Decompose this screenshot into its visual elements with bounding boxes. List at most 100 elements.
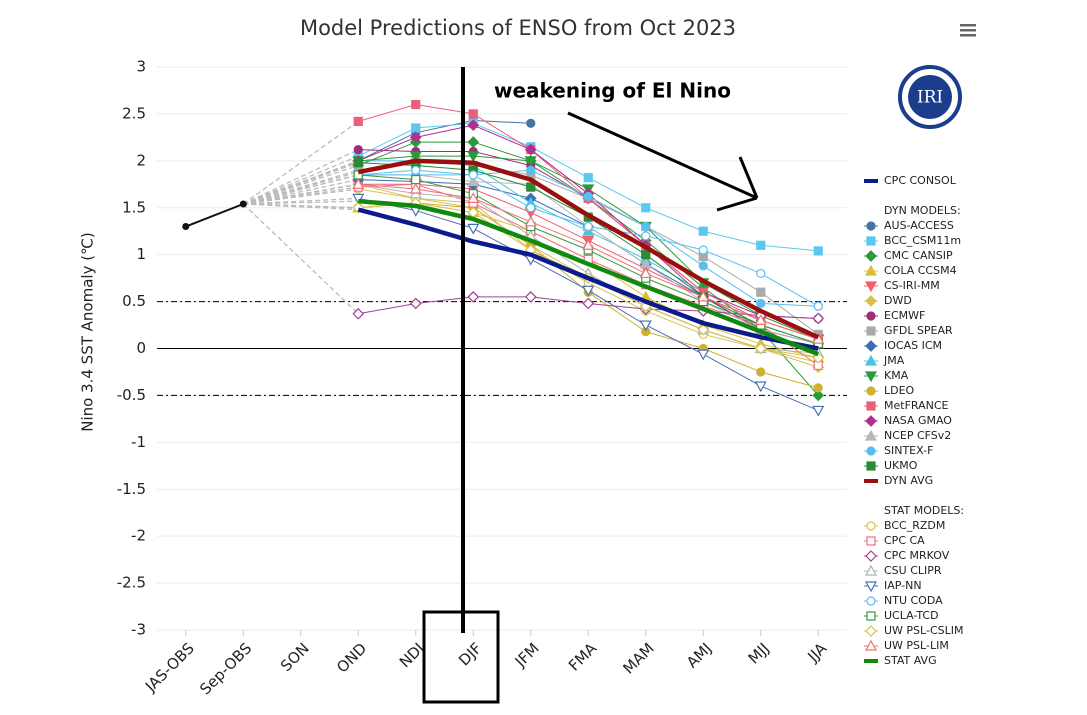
x-tick-label: DJF [455,639,485,669]
connector [243,162,359,205]
legend-label: MetFRANCE [884,399,949,412]
legend-marker [866,596,876,606]
legend-marker [865,550,877,562]
marker [352,178,365,189]
legend-header: STAT MODELS: [884,504,964,517]
connector [242,148,359,205]
legend-label: CPC CA [884,534,925,547]
marker [353,116,363,127]
y-tick-label: 0.5 [122,292,146,310]
y-tick-label: -1.5 [117,480,146,498]
marker [353,158,363,168]
marker [526,118,536,128]
marker [756,367,766,377]
y-tick-label: 2.5 [122,104,146,122]
legend-label: UW PSL-LIM [884,639,949,652]
legend-label: DWD [884,294,912,307]
legend-header: DYN MODELS: [884,204,961,217]
annotation: weakening of El Nino [494,79,731,103]
y-tick-label: 2 [136,151,146,169]
marker [756,240,766,250]
legend-label: CSU CLIPR [884,564,942,577]
legend-marker [865,340,877,352]
marker [813,301,823,311]
legend-marker [865,250,877,262]
series-line [185,203,244,228]
marker [698,226,708,236]
legend-marker [866,461,876,471]
marker [409,151,422,163]
marker [467,119,480,132]
marker [754,314,767,325]
marker [754,342,767,355]
marker [467,151,480,163]
marker [641,203,651,213]
marker [756,287,766,297]
observed-point [182,223,190,231]
y-tick-label: -2.5 [117,574,146,592]
legend-marker [864,371,878,383]
marker [582,297,595,310]
x-tick-label: SON [277,639,313,675]
marker [697,349,710,361]
legend-label: CPC MRKOV [884,549,950,562]
x-tick-label: JAS-OBS [141,639,198,696]
x-tick-label: OND [333,639,370,676]
legend-label: BCC_CSM11m [884,234,961,247]
marker [524,143,537,156]
logo: IRI [898,65,962,129]
menu-bar[interactable] [960,34,976,37]
chart-title: Model Predictions of ENSO from Oct 2023 [300,16,736,40]
legend-label: IAP-NN [884,579,922,592]
x-tick-label: JJA [803,639,830,666]
legend-label: CMC CANSIP [884,249,953,262]
y-tick-label: 1.5 [122,198,146,216]
legend-label: CS-IRI-MM [884,279,940,292]
marker [411,123,421,133]
legend-marker [864,564,878,576]
observed-point [239,200,247,208]
menu-icon[interactable] [960,24,976,37]
marker [812,332,825,344]
marker [813,383,823,393]
legend-marker [865,295,877,307]
marker [812,312,825,325]
legend-marker [866,326,876,336]
marker [467,136,480,148]
y-tick-label: 0 [136,339,146,357]
marker [467,291,480,303]
legend-marker [864,354,878,366]
legend-label: AUS-ACCESS [884,219,954,232]
legend-label: UCLA-TCD [884,609,939,622]
legend-marker [864,281,878,293]
connector [243,183,359,205]
connector [243,203,359,209]
x-tick-label: MJJ [745,639,773,667]
y-tick-label: -0.5 [117,386,146,404]
legend-marker [864,639,878,651]
marker [352,307,365,320]
marker [582,285,595,297]
legend-marker [866,521,876,531]
legend-label: COLA CCSM4 [884,264,957,277]
marker [352,193,365,205]
menu-bar[interactable] [960,24,976,27]
legend-label: DYN AVG [884,474,933,487]
legend-label: GFDL SPEAR [884,324,953,337]
legend-marker [866,311,876,321]
marker [467,192,480,203]
legend-label: STAT AVG [884,654,937,667]
legend-label: JMA [883,354,905,367]
x-tick-label: JFM [511,639,543,671]
menu-bar[interactable] [960,29,976,32]
legend-marker [866,446,876,456]
marker [524,291,537,303]
y-tick-label: -1 [131,433,146,451]
logo-disc [908,75,952,119]
marker [697,323,710,336]
marker [641,250,651,260]
marker [411,99,421,110]
legend-label: ECMWF [884,309,925,322]
marker [468,170,478,180]
marker [698,261,708,271]
